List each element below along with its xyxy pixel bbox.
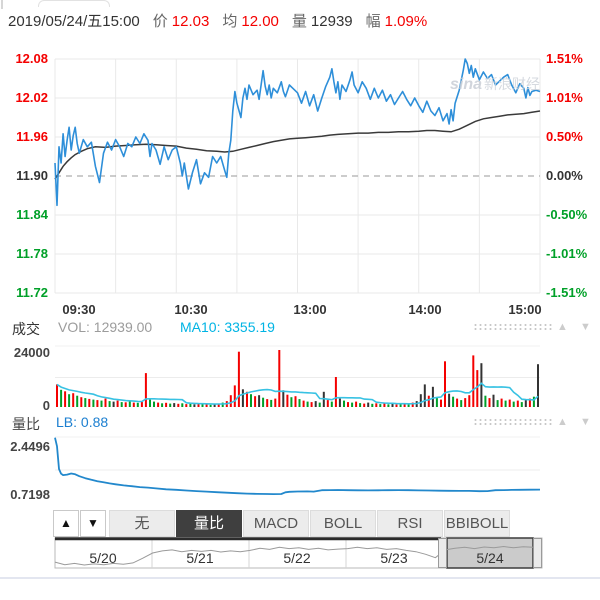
bottom-divider — [0, 577, 600, 579]
nav-day-label[interactable]: 5/21 — [186, 550, 214, 566]
percent-axis-label: 1.51% — [546, 51, 583, 66]
tab-BBIBOLL[interactable]: BBIBOLL — [444, 510, 510, 537]
price-axis-label: 12.08 — [15, 51, 48, 66]
tab-RSI[interactable]: RSI — [377, 510, 443, 537]
quote-header: 2019/05/24/五15:00 价 12.03 均 12.00 量 12939 幅 1.09… — [8, 10, 427, 31]
volume-ma-line — [56, 382, 539, 405]
average-price-line — [54, 110, 541, 180]
avg-value: 12.00 — [241, 13, 279, 30]
price-axis-label: 12.02 — [15, 90, 48, 105]
price-label: 价 — [152, 13, 168, 30]
time-axis-label: 10:30 — [174, 302, 208, 317]
nav-day-label[interactable]: 5/24 — [476, 550, 504, 566]
lb-axis-max-label: 2.4496 — [10, 439, 50, 454]
volume-panel-drag-handle[interactable] — [473, 323, 553, 331]
time-axis-label: 14:00 — [408, 302, 442, 317]
volume-axis-min-label: 0 — [42, 398, 50, 413]
sina-logo-text: sina — [450, 76, 483, 93]
tab-无[interactable]: 无 — [109, 510, 175, 537]
price-axis-label: 11.72 — [16, 285, 48, 300]
avg-label: 均 — [222, 13, 238, 30]
nav-right-handle[interactable] — [533, 538, 542, 568]
nav-day-label[interactable]: 5/22 — [283, 550, 311, 566]
lb-value-text: LB: 0.88 — [56, 414, 109, 430]
sina-cjk-text: 新浪财经 — [484, 76, 541, 92]
lb-axis-min-label: 0.7198 — [10, 487, 50, 502]
indicator-tabbar: ▲ ▼ 无量比 MACD BOLL RSI BBIBOLL — [53, 510, 511, 537]
browser-tab-remnant — [38, 0, 110, 7]
volume-ma-text: MA10: 3355.19 — [180, 319, 275, 335]
price-axis-label: 11.90 — [16, 168, 48, 183]
quote-datetime: 2019/05/24/五15:00 — [8, 13, 140, 30]
price-axis-label: 11.84 — [16, 207, 48, 222]
percent-axis-label: 0.00% — [546, 168, 583, 183]
nav-left-handle[interactable] — [438, 538, 447, 568]
change-label: 幅 — [365, 13, 381, 30]
lb-panel-up-icon[interactable]: ▲ — [557, 416, 568, 428]
lb-line — [54, 437, 541, 496]
time-axis-label: 13:00 — [293, 302, 327, 317]
lb-panel-title: 量比 — [12, 416, 40, 432]
time-axis-label: 09:30 — [62, 302, 96, 317]
volume-panel-up-icon[interactable]: ▲ — [557, 321, 568, 333]
volume-value: 12939 — [310, 13, 353, 30]
volume-axis-max-label: 24000 — [13, 345, 50, 360]
indicator-tabs: 无量比 MACD BOLL RSI BBIBOLL — [109, 510, 511, 537]
volume-panel-title: 成交 — [12, 321, 40, 337]
panel-collapse-button[interactable]: ▼ — [80, 510, 106, 537]
percent-axis-label: 0.50% — [546, 129, 583, 144]
lb-panel-down-icon[interactable]: ▼ — [580, 416, 591, 428]
price-value: 12.03 — [171, 13, 210, 30]
volume-value-text: VOL: 12939.00 — [58, 319, 153, 335]
panel-expand-button[interactable]: ▲ — [53, 510, 79, 537]
nav-day-label[interactable]: 5/20 — [89, 550, 117, 566]
percent-axis-label: 1.01% — [546, 90, 583, 105]
volume-panel-down-icon[interactable]: ▼ — [580, 321, 591, 333]
percent-axis-label: -1.51% — [546, 285, 588, 300]
time-axis-label: 15:00 — [508, 302, 542, 317]
change-value: 1.09% — [384, 13, 428, 30]
volume-bars — [56, 350, 539, 407]
tab-量比[interactable]: 量比 — [176, 510, 242, 537]
volume-label: 量 — [291, 13, 307, 30]
percent-axis-label: -0.50% — [546, 207, 588, 222]
tab-MACD[interactable]: MACD — [243, 510, 309, 537]
lb-panel-drag-handle[interactable] — [473, 418, 553, 426]
price-axis-label: 11.78 — [16, 246, 48, 261]
window-edge-mark — [1, 0, 3, 9]
price-axis-label: 11.96 — [16, 129, 48, 144]
nav-day-label[interactable]: 5/23 — [380, 550, 408, 566]
sina-watermark: sina 新浪财经 — [450, 74, 540, 94]
tab-BOLL[interactable]: BOLL — [310, 510, 376, 537]
percent-axis-label: -1.01% — [546, 246, 588, 261]
